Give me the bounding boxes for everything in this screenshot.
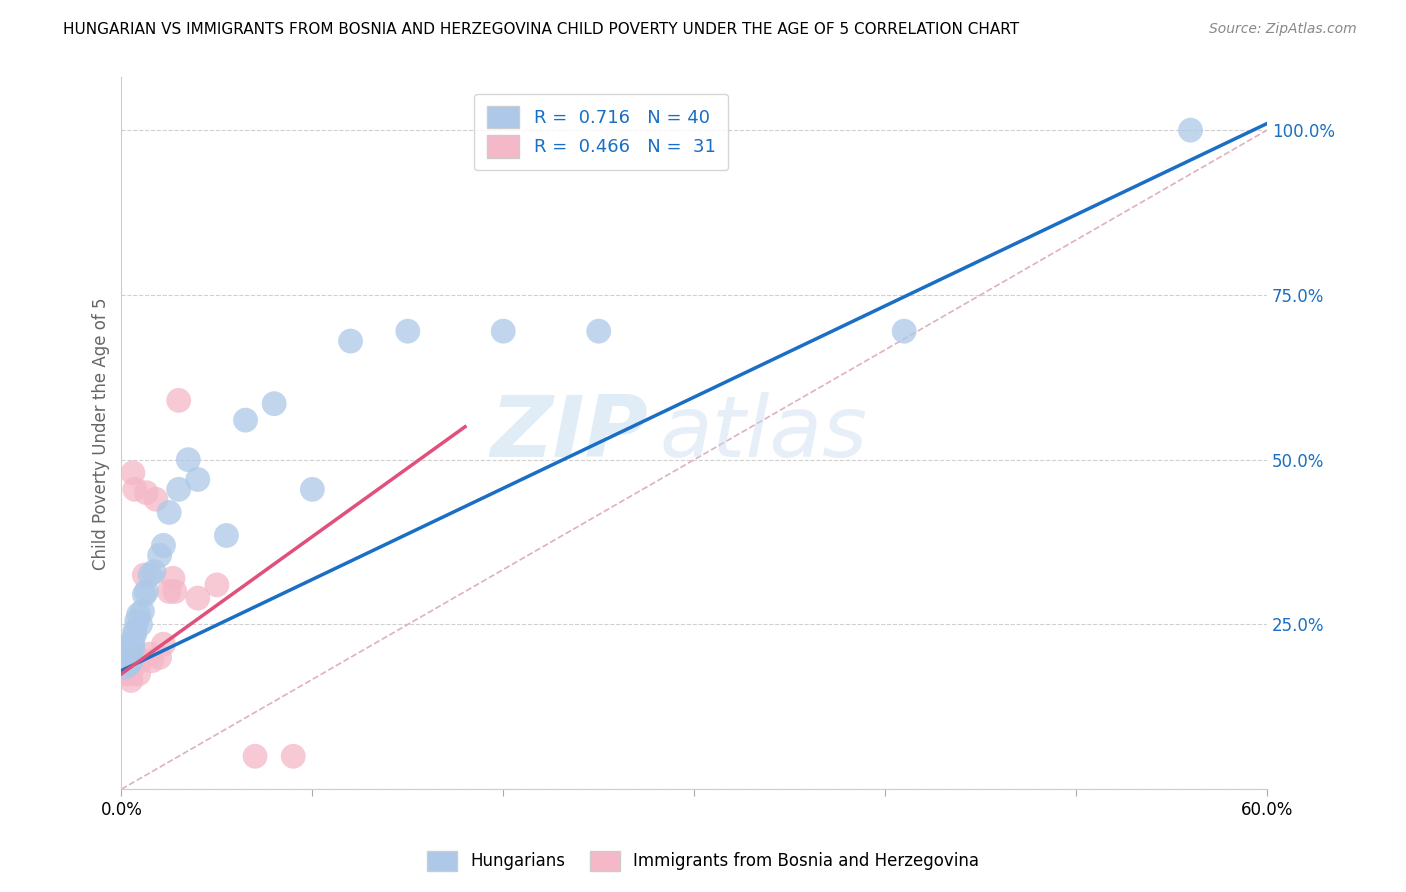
- Point: [152, 637, 174, 651]
- Legend: Hungarians, Immigrants from Bosnia and Herzegovina: Hungarians, Immigrants from Bosnia and H…: [419, 842, 987, 880]
- Point: [1180, 123, 1202, 137]
- Point: [187, 591, 209, 606]
- Point: [301, 483, 323, 497]
- Point: [167, 393, 190, 408]
- Point: [177, 452, 200, 467]
- Legend: R =  0.716   N = 40, R =  0.466   N =  31: R = 0.716 N = 40, R = 0.466 N = 31: [474, 94, 728, 170]
- Point: [120, 654, 142, 668]
- Point: [122, 637, 145, 651]
- Point: [118, 637, 141, 651]
- Point: [112, 654, 135, 668]
- Point: [115, 654, 138, 668]
- Point: [115, 660, 138, 674]
- Point: [128, 666, 150, 681]
- Point: [215, 528, 238, 542]
- Point: [145, 492, 167, 507]
- Point: [120, 640, 142, 655]
- Point: [114, 660, 136, 674]
- Point: [135, 584, 157, 599]
- Point: [118, 660, 141, 674]
- Point: [167, 483, 190, 497]
- Point: [118, 657, 141, 671]
- Point: [283, 749, 305, 764]
- Point: [588, 324, 610, 338]
- Y-axis label: Child Poverty Under the Age of 5: Child Poverty Under the Age of 5: [93, 297, 110, 570]
- Point: [124, 483, 146, 497]
- Point: [152, 538, 174, 552]
- Point: [134, 588, 156, 602]
- Point: [120, 654, 142, 668]
- Text: HUNGARIAN VS IMMIGRANTS FROM BOSNIA AND HERZEGOVINA CHILD POVERTY UNDER THE AGE : HUNGARIAN VS IMMIGRANTS FROM BOSNIA AND …: [63, 22, 1019, 37]
- Point: [162, 571, 184, 585]
- Point: [339, 334, 361, 348]
- Point: [120, 666, 142, 681]
- Point: [243, 749, 266, 764]
- Point: [235, 413, 257, 427]
- Point: [129, 654, 152, 668]
- Point: [122, 466, 145, 480]
- Text: Source: ZipAtlas.com: Source: ZipAtlas.com: [1209, 22, 1357, 37]
- Point: [115, 640, 138, 655]
- Point: [893, 324, 915, 338]
- Point: [114, 666, 136, 681]
- Point: [114, 660, 136, 674]
- Point: [396, 324, 419, 338]
- Point: [263, 397, 285, 411]
- Text: atlas: atlas: [659, 392, 868, 475]
- Point: [142, 565, 165, 579]
- Point: [163, 584, 186, 599]
- Text: ZIP: ZIP: [491, 392, 648, 475]
- Point: [139, 647, 162, 661]
- Point: [115, 666, 138, 681]
- Point: [128, 607, 150, 622]
- Point: [135, 485, 157, 500]
- Point: [131, 604, 153, 618]
- Point: [205, 578, 228, 592]
- Point: [125, 614, 148, 628]
- Point: [492, 324, 515, 338]
- Point: [122, 640, 145, 655]
- Point: [129, 617, 152, 632]
- Point: [114, 650, 136, 665]
- Point: [115, 644, 138, 658]
- Point: [134, 568, 156, 582]
- Point: [124, 624, 146, 638]
- Point: [118, 647, 141, 661]
- Point: [157, 505, 180, 519]
- Point: [149, 650, 172, 665]
- Point: [112, 654, 135, 668]
- Point: [120, 673, 142, 688]
- Point: [187, 473, 209, 487]
- Point: [122, 654, 145, 668]
- Point: [118, 657, 141, 671]
- Point: [149, 548, 172, 562]
- Point: [141, 654, 163, 668]
- Point: [125, 650, 148, 665]
- Point: [139, 568, 162, 582]
- Point: [124, 627, 146, 641]
- Point: [112, 657, 135, 671]
- Point: [157, 584, 180, 599]
